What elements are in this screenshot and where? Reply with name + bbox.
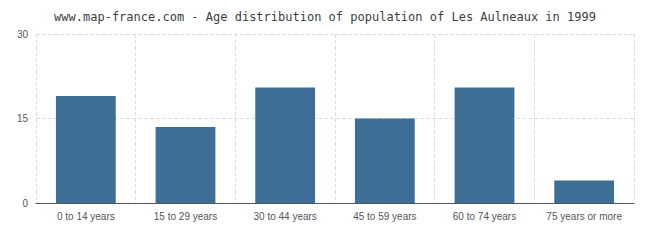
svg-text:30: 30 [17, 29, 29, 40]
svg-text:75 years or more: 75 years or more [546, 211, 622, 222]
svg-text:15 to 29 years: 15 to 29 years [154, 211, 217, 222]
svg-text:0: 0 [22, 198, 28, 209]
svg-text:0 to 14 years: 0 to 14 years [57, 211, 115, 222]
svg-text:www.map-france.com - Age distr: www.map-france.com - Age distribution of… [54, 10, 596, 24]
svg-text:45 to 59 years: 45 to 59 years [353, 211, 416, 222]
svg-text:15: 15 [17, 113, 29, 124]
svg-text:60 to 74 years: 60 to 74 years [453, 211, 516, 222]
svg-text:30 to 44 years: 30 to 44 years [253, 211, 316, 222]
